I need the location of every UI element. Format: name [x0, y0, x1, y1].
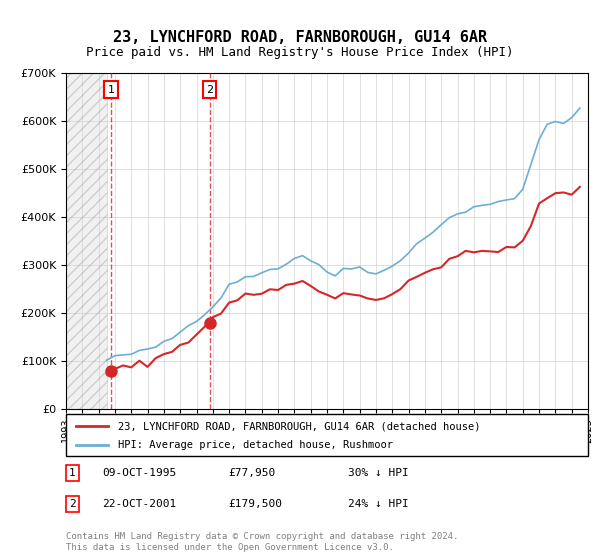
Text: 1: 1	[69, 468, 76, 478]
Text: 23, LYNCHFORD ROAD, FARNBOROUGH, GU14 6AR (detached house): 23, LYNCHFORD ROAD, FARNBOROUGH, GU14 6A…	[118, 421, 481, 431]
Text: 24% ↓ HPI: 24% ↓ HPI	[348, 499, 409, 509]
Text: £179,500: £179,500	[228, 499, 282, 509]
Text: 22-OCT-2001: 22-OCT-2001	[102, 499, 176, 509]
FancyBboxPatch shape	[66, 414, 588, 456]
Text: Price paid vs. HM Land Registry's House Price Index (HPI): Price paid vs. HM Land Registry's House …	[86, 46, 514, 59]
Text: 1: 1	[107, 85, 115, 95]
Bar	[66, 73, 107, 409]
Text: 2: 2	[69, 499, 76, 509]
Text: 2: 2	[206, 85, 213, 95]
Text: £77,950: £77,950	[228, 468, 275, 478]
Text: Contains HM Land Registry data © Crown copyright and database right 2024.
This d: Contains HM Land Registry data © Crown c…	[66, 532, 458, 552]
Text: 23, LYNCHFORD ROAD, FARNBOROUGH, GU14 6AR: 23, LYNCHFORD ROAD, FARNBOROUGH, GU14 6A…	[113, 30, 487, 45]
Text: 30% ↓ HPI: 30% ↓ HPI	[348, 468, 409, 478]
Text: HPI: Average price, detached house, Rushmoor: HPI: Average price, detached house, Rush…	[118, 440, 393, 450]
Text: 09-OCT-1995: 09-OCT-1995	[102, 468, 176, 478]
